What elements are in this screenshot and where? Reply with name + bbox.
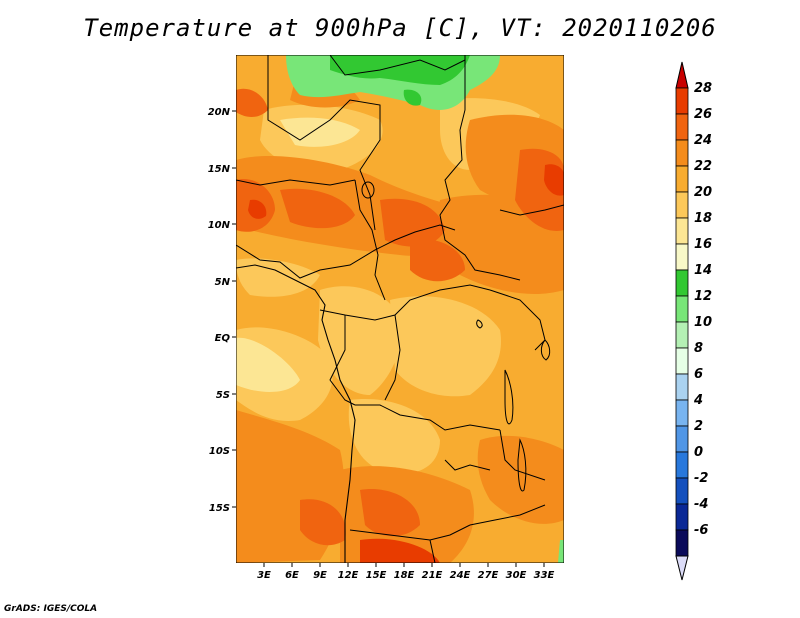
colorbar-label: 14 <box>694 263 712 278</box>
colorbar-segment <box>675 269 689 297</box>
colorbar-segment <box>675 87 689 115</box>
colorbar-segment <box>675 113 689 141</box>
colorbar-label: 0 <box>694 445 703 460</box>
colorbar-segment <box>675 399 689 427</box>
temperature-map <box>236 55 564 563</box>
colorbar-label: 18 <box>694 211 712 226</box>
colorbar-label: 10 <box>694 315 712 330</box>
colorbar-segment <box>675 373 689 401</box>
lat-tick-label: 10S <box>209 446 230 457</box>
colorbar-label: -2 <box>694 471 708 486</box>
colorbar-label: 6 <box>694 367 703 382</box>
colorbar-label: 8 <box>694 341 703 356</box>
colorbar-segment <box>675 347 689 375</box>
lon-tick-label: 3E <box>257 570 271 581</box>
lon-tick-label: 30E <box>506 570 527 581</box>
colorbar-label: 2 <box>694 419 703 434</box>
colorbar-bottom-arrow <box>675 555 689 581</box>
axis-ticks <box>232 110 545 567</box>
colorbar <box>675 61 689 581</box>
colorbar-segment <box>675 503 689 531</box>
grads-credit: GrADS: IGES/COLA <box>4 604 98 614</box>
lat-tick-label: 20N <box>208 107 231 118</box>
colorbar-label: 4 <box>693 393 703 408</box>
lon-tick-label: 12E <box>338 570 359 581</box>
colorbar-label: -6 <box>694 523 708 538</box>
colorbar-segment <box>675 425 689 453</box>
lat-tick-label: 15N <box>208 164 231 175</box>
lon-tick-label: 27E <box>478 570 499 581</box>
lon-tick-label: 18E <box>394 570 415 581</box>
colorbar-segment <box>675 139 689 167</box>
colorbar-segment <box>675 165 689 193</box>
colorbar-segment <box>675 321 689 349</box>
lat-tick-label: EQ <box>215 333 231 344</box>
lon-tick-label: 9E <box>313 570 327 581</box>
colorbar-label: 12 <box>694 289 712 304</box>
colorbar-segment <box>675 451 689 479</box>
lat-tick-label: 15S <box>209 503 230 514</box>
colorbar-label: 16 <box>694 237 712 252</box>
colorbar-segment <box>675 191 689 219</box>
lat-tick-label: 5N <box>215 277 231 288</box>
colorbar-label: 24 <box>694 133 712 148</box>
lon-tick-label: 33E <box>534 570 555 581</box>
lon-tick-label: 6E <box>285 570 299 581</box>
colorbar-segment <box>675 295 689 323</box>
colorbar-segment <box>675 529 689 557</box>
colorbar-segment <box>675 243 689 271</box>
colorbar-label: 26 <box>694 107 712 122</box>
colorbar-top-arrow <box>675 61 689 89</box>
lon-tick-label: 15E <box>366 570 387 581</box>
colorbar-label: 22 <box>694 159 712 174</box>
colorbar-label: 20 <box>694 185 712 200</box>
lon-tick-label: 24E <box>450 570 471 581</box>
colorbar-label: -4 <box>694 497 708 512</box>
lat-tick-label: 10N <box>208 220 231 231</box>
map-title: Temperature at 900hPa [C], VT: 202011020… <box>83 14 717 42</box>
colorbar-labels: 28 26 24 22 20 18 16 14 12 10 8 6 4 2 0 … <box>693 81 712 538</box>
colorbar-segment <box>675 477 689 505</box>
colorbar-segment <box>675 217 689 245</box>
lon-tick-label: 21E <box>422 570 443 581</box>
lat-tick-label: 5S <box>216 390 230 401</box>
colorbar-label: 28 <box>694 81 712 96</box>
